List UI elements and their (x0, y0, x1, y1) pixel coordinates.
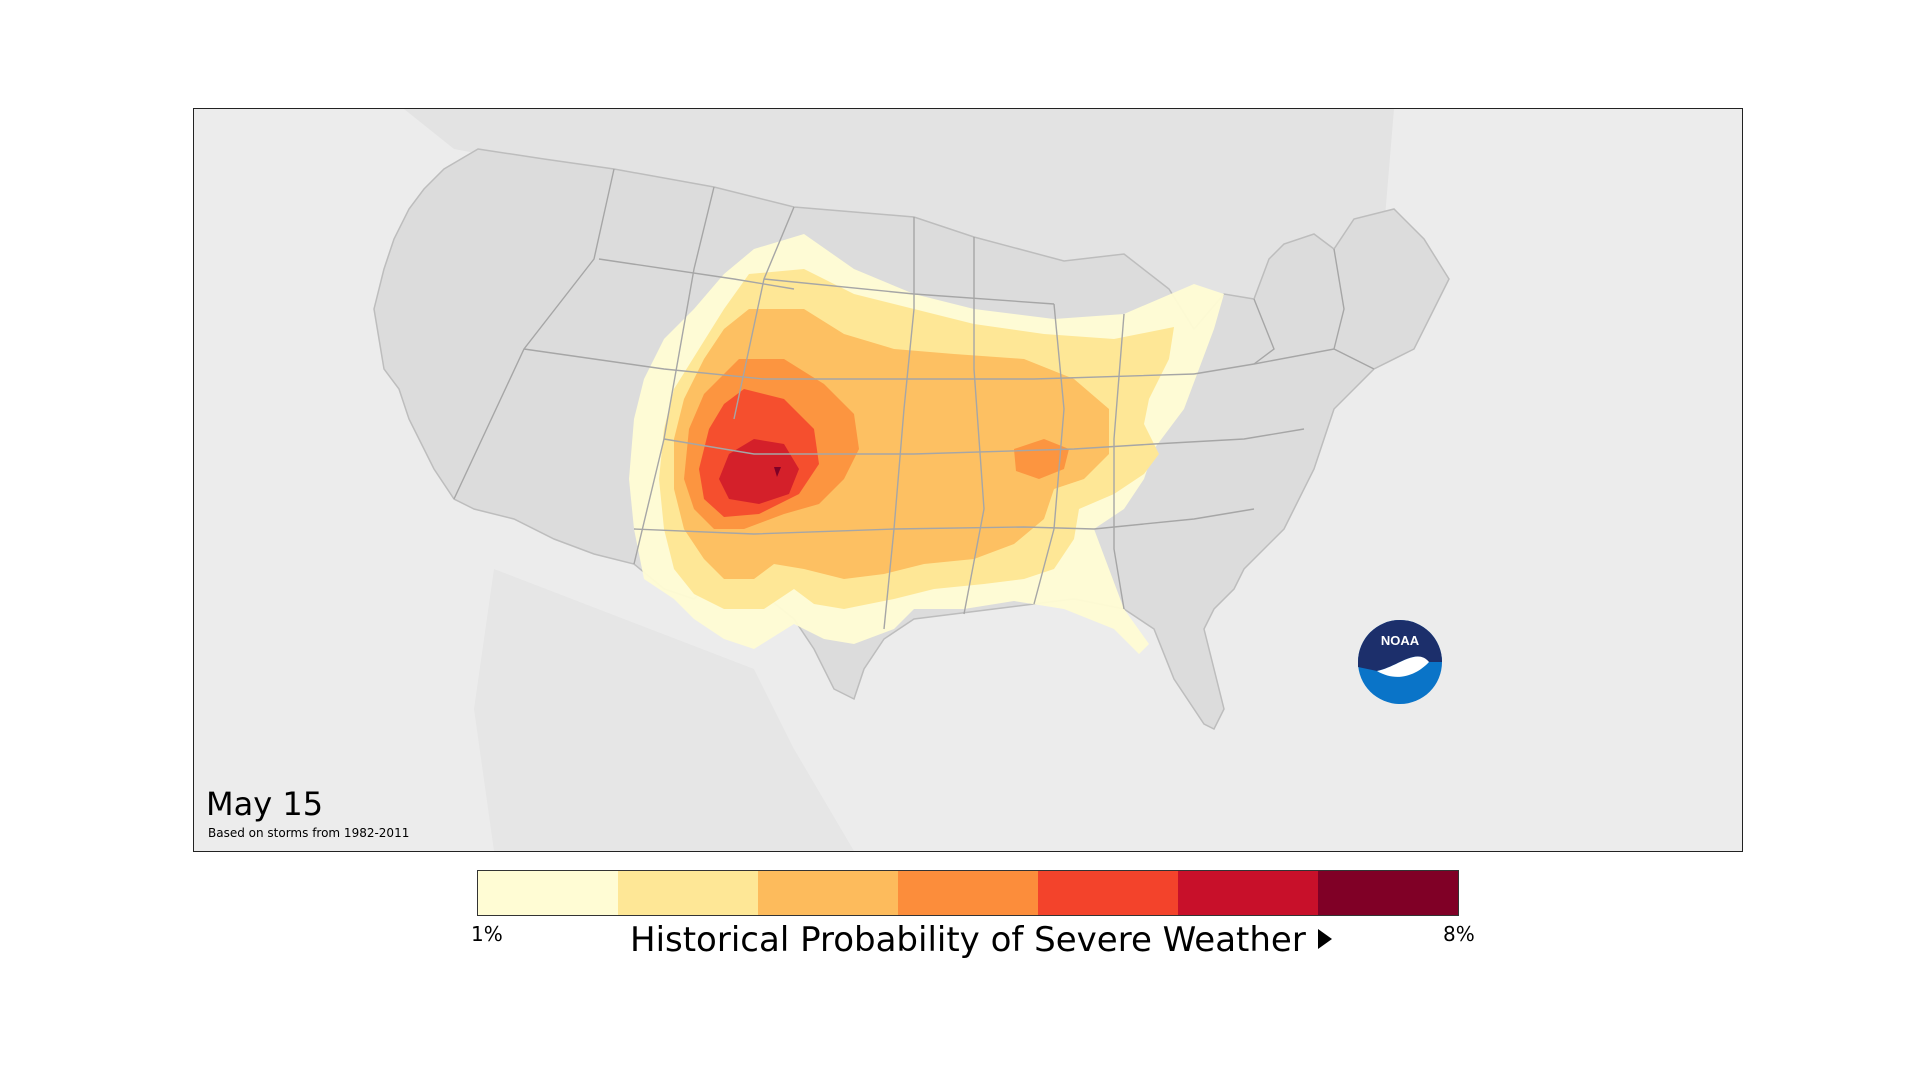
state-borders (453, 168, 1375, 630)
legend-swatch-5 (1038, 871, 1178, 915)
legend-swatch-7 (1318, 871, 1458, 915)
contour-level-6 (719, 439, 799, 504)
noaa-logo-text: NOAA (1381, 633, 1420, 648)
legend-max-label: 8% (1443, 922, 1475, 946)
legend-swatch-4 (898, 871, 1038, 915)
legend-swatch-2 (618, 871, 758, 915)
legend-min-label: 1% (471, 922, 503, 946)
contour-level-7 (774, 467, 781, 477)
legend-swatch-3 (758, 871, 898, 915)
legend-title-text: Historical Probability of Severe Weather (630, 920, 1306, 960)
color-scale-legend (477, 870, 1459, 916)
noaa-logo: NOAA (1358, 620, 1442, 704)
legend-swatch-1 (478, 871, 618, 915)
mexico-land (474, 569, 854, 851)
legend-title[interactable]: Historical Probability of Severe Weather (630, 920, 1332, 960)
play-icon[interactable] (1317, 928, 1332, 949)
basis-label: Based on storms from 1982-2011 (208, 826, 410, 840)
date-label: May 15 (206, 785, 324, 823)
legend-swatch-6 (1178, 871, 1318, 915)
us-map: NOAA (373, 109, 1450, 851)
map-frame: NOAA May 15 Based on storms from 1982-20… (193, 108, 1743, 852)
